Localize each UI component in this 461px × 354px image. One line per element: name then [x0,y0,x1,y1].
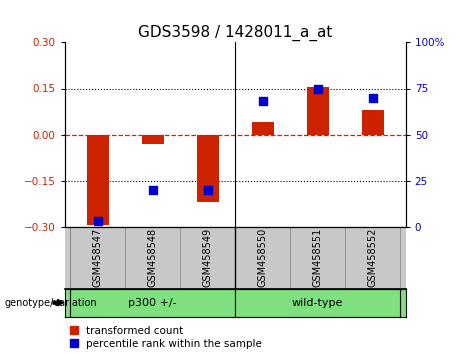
Bar [307,87,329,135]
Text: GSM458552: GSM458552 [368,228,378,287]
Point [149,187,156,193]
Bar [235,289,400,317]
Point [94,218,101,224]
Text: GSM458548: GSM458548 [148,228,158,287]
Bar [362,110,384,135]
Point [204,187,211,193]
Bar [252,122,274,135]
Legend: transformed count, percentile rank within the sample: transformed count, percentile rank withi… [70,326,262,349]
Bar [196,135,219,202]
Text: GSM458547: GSM458547 [93,228,102,287]
Text: genotype/variation: genotype/variation [5,298,97,308]
Text: GSM458549: GSM458549 [202,228,213,287]
Text: GSM458551: GSM458551 [313,228,323,287]
Bar [142,135,164,144]
Text: p300 +/-: p300 +/- [128,298,177,308]
Text: GSM458550: GSM458550 [258,228,268,287]
Bar [70,289,235,317]
Point [259,98,266,104]
Point [314,86,321,91]
Bar [87,135,108,225]
Text: wild-type: wild-type [292,298,343,308]
Point [369,95,376,101]
Title: GDS3598 / 1428011_a_at: GDS3598 / 1428011_a_at [138,25,332,41]
